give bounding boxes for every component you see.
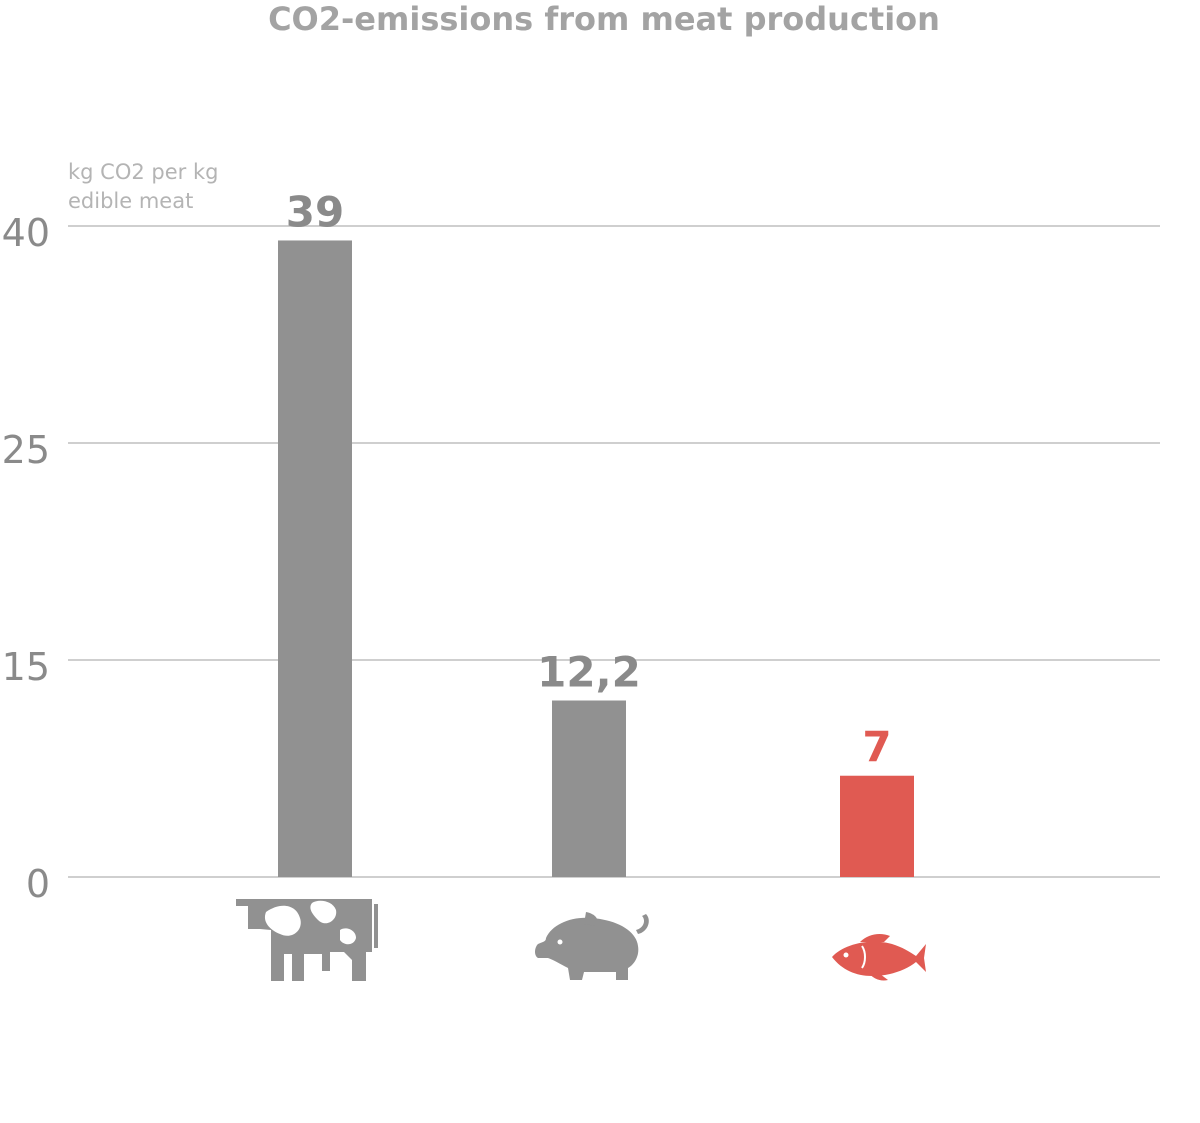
value-label-pig: 12,2	[537, 648, 641, 697]
y-axis-unit-line-1: kg CO2 per kg	[68, 160, 218, 184]
value-label-cow: 39	[286, 187, 344, 236]
bar-pig	[552, 700, 626, 877]
y-tick-label-0: 0	[26, 862, 50, 906]
bar-cow	[278, 240, 352, 877]
cow-icon	[236, 899, 378, 981]
y-axis-unit-line-2: edible meat	[68, 189, 193, 213]
fish-icon	[832, 934, 926, 981]
y-axis-ticks: 0 15 25 40	[2, 211, 50, 906]
bars	[278, 240, 914, 877]
y-tick-label-15: 15	[2, 645, 50, 689]
y-tick-label-40: 40	[2, 211, 50, 255]
y-tick-label-25: 25	[2, 428, 50, 472]
value-label-fish: 7	[862, 723, 891, 772]
pig-icon	[535, 912, 649, 980]
chart-title: CO2-emissions from meat production	[268, 0, 940, 38]
value-labels: 39 12,2 7	[286, 187, 892, 771]
bar-fish	[840, 775, 914, 877]
